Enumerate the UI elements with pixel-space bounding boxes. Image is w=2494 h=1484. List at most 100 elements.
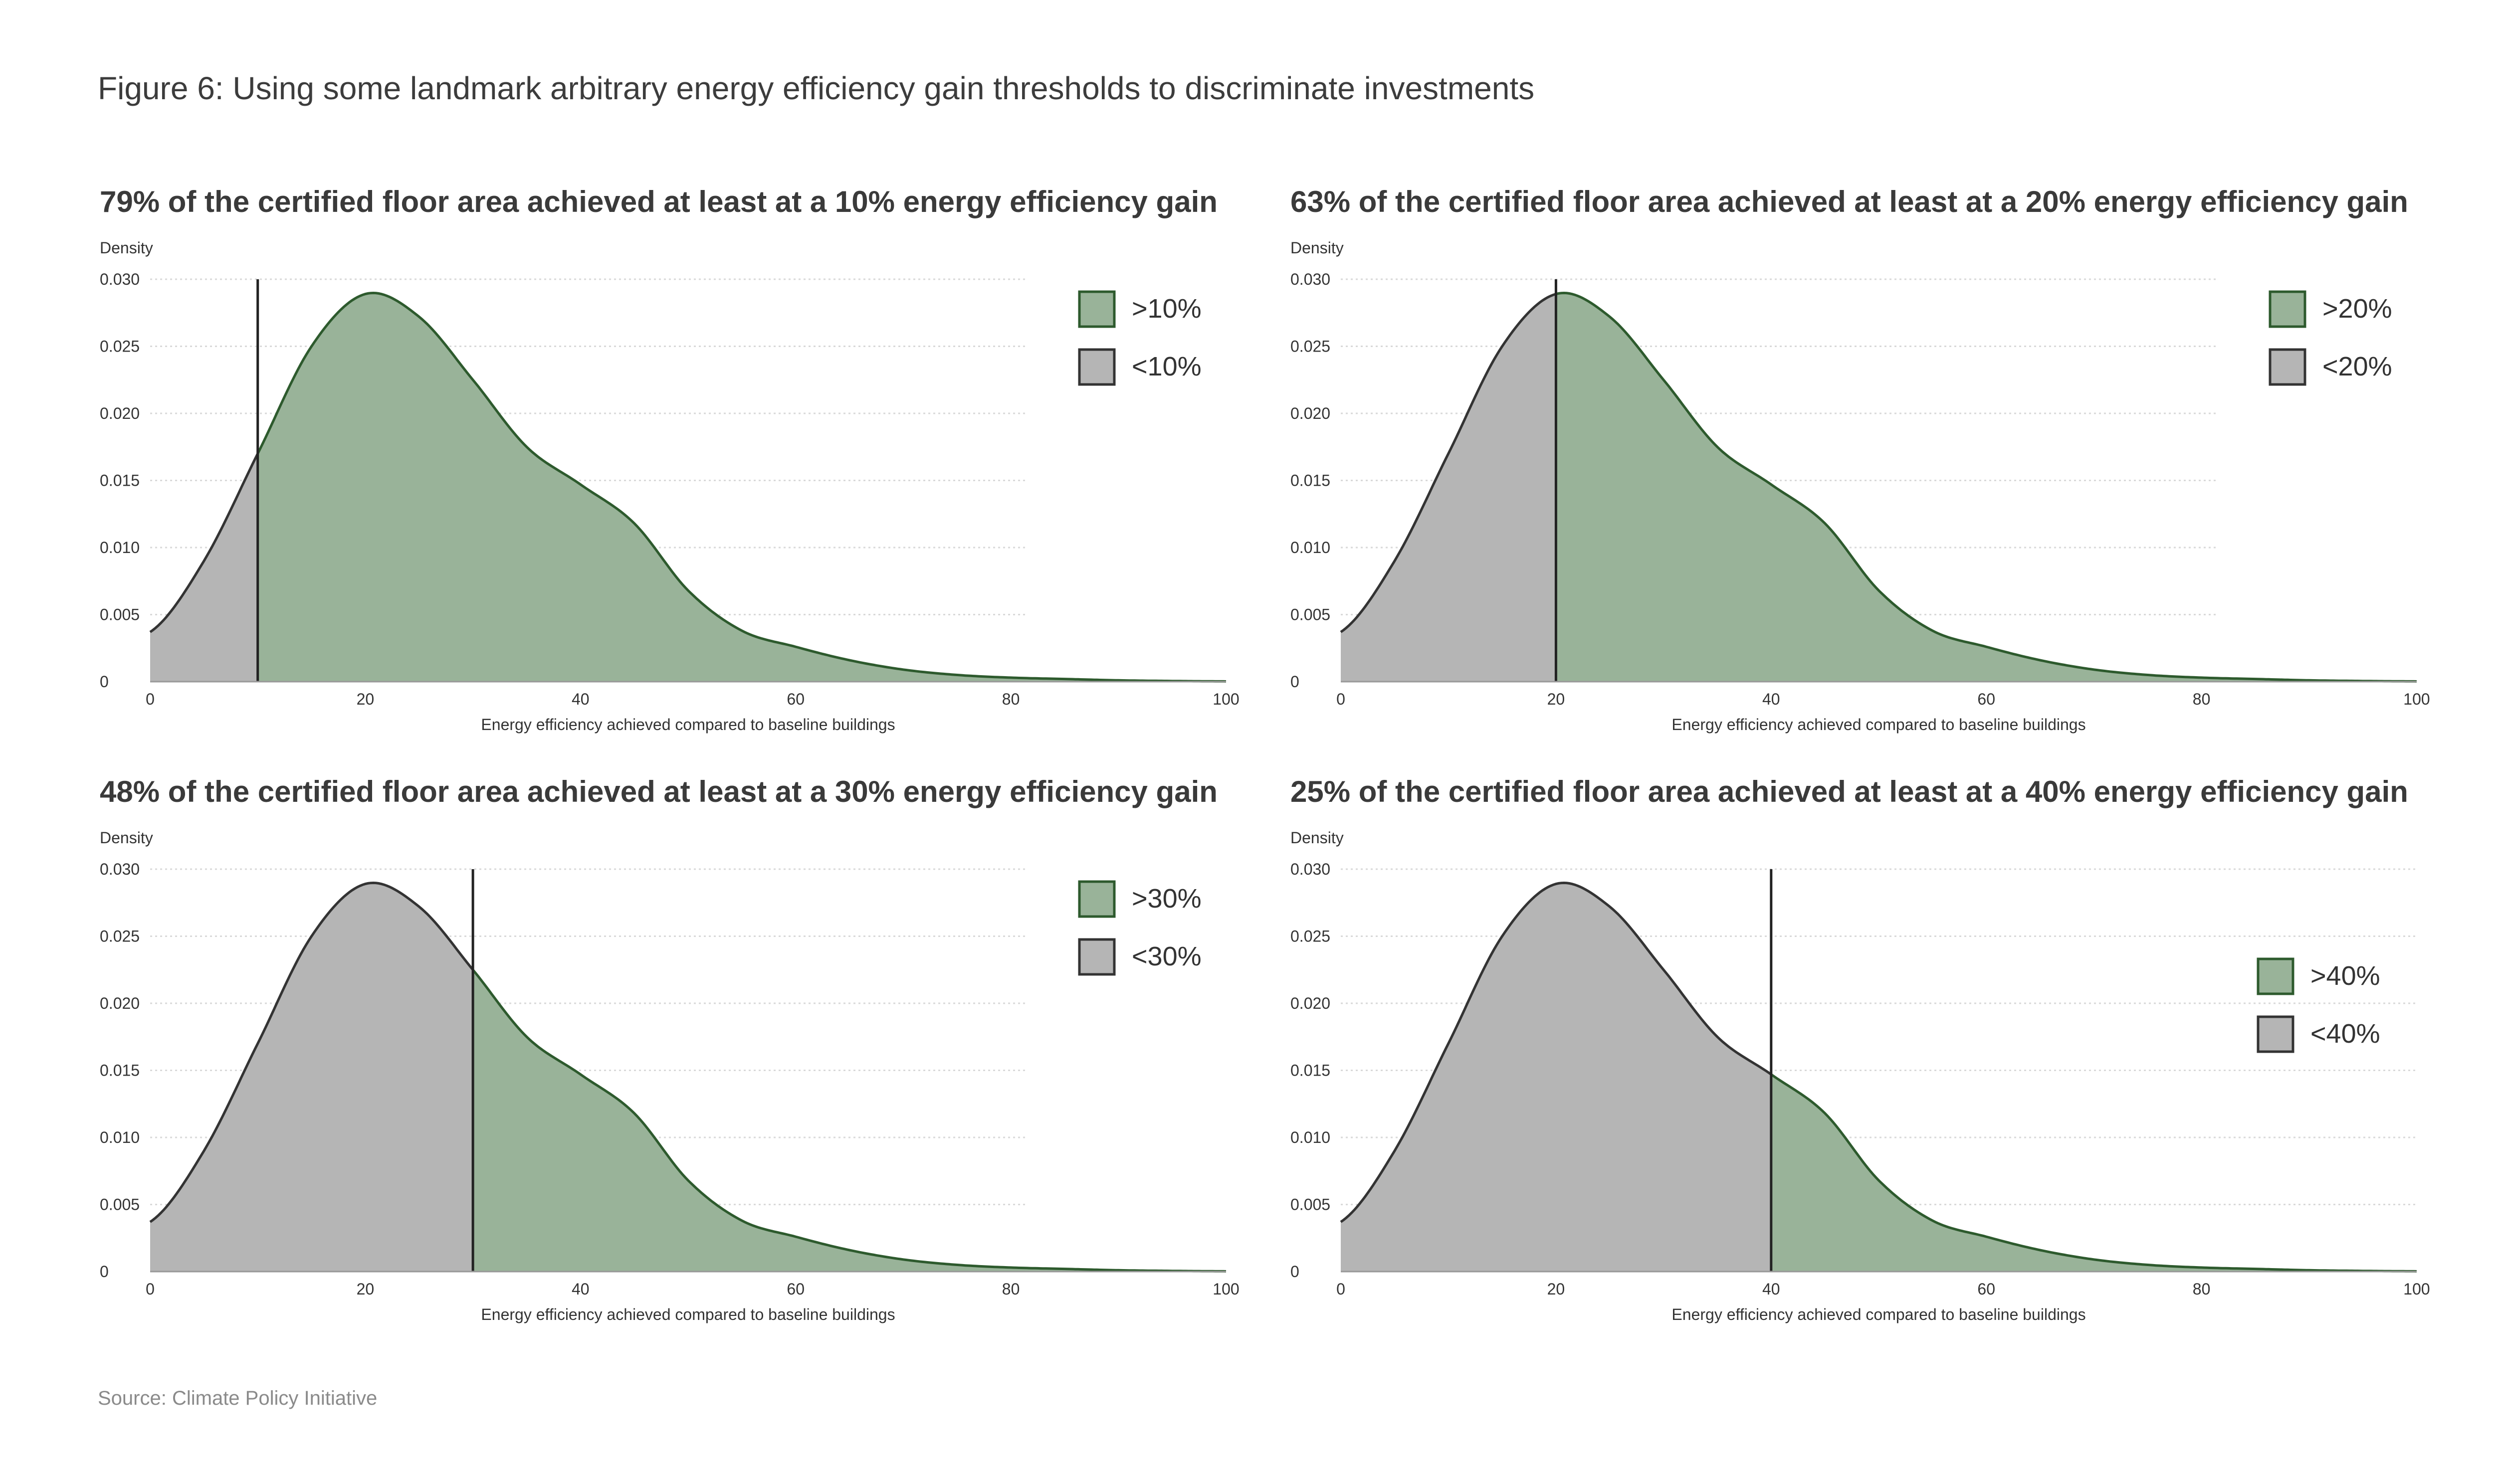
curve-above-threshold xyxy=(256,291,1227,683)
legend-label: >10% xyxy=(1132,294,1202,324)
area-above-threshold xyxy=(473,969,1226,1272)
x-tick-label: 40 xyxy=(572,1280,590,1298)
x-tick-label: 0 xyxy=(146,1280,155,1298)
x-tick-label: 100 xyxy=(2403,1280,2430,1298)
y-tick-label: 0 xyxy=(100,1263,109,1281)
area-below-threshold xyxy=(1341,883,1771,1272)
y-tick-label: 0.005 xyxy=(100,1196,140,1214)
x-tick-label: 100 xyxy=(1213,1280,1239,1298)
x-axis-label: Energy efficiency achieved compared to b… xyxy=(481,716,895,734)
area-above-threshold xyxy=(1556,293,2417,682)
x-tick-label: 100 xyxy=(1213,690,1239,708)
y-tick-label: 0.010 xyxy=(1290,1128,1330,1146)
legend-swatch xyxy=(2257,957,2294,995)
source-note: Source: Climate Policy Initiative xyxy=(98,1387,378,1409)
chart-panel-4: 25% of the certified floor area achieved… xyxy=(1288,774,2494,1348)
x-tick-label: 80 xyxy=(2193,690,2211,708)
curve-above-threshold xyxy=(472,969,1227,1273)
y-tick-label: 0.025 xyxy=(1290,928,1330,945)
y-tick-label: 0.030 xyxy=(1290,860,1330,878)
legend-label: >30% xyxy=(1132,884,1202,914)
x-axis-label: Energy efficiency achieved compared to b… xyxy=(1671,716,2085,734)
x-tick-label: 0 xyxy=(1336,1280,1345,1298)
y-tick-label: 0.010 xyxy=(1290,539,1330,556)
y-tick-label: 0.005 xyxy=(100,606,140,624)
x-tick-label: 60 xyxy=(1977,1280,1995,1298)
y-tick-label: 0.030 xyxy=(100,860,140,878)
y-tick-label: 0.025 xyxy=(1290,338,1330,356)
x-tick-label: 20 xyxy=(357,690,375,708)
legend-label: <20% xyxy=(2322,352,2392,381)
x-tick-label: 80 xyxy=(1002,1280,1020,1298)
x-axis-label: Energy efficiency achieved compared to b… xyxy=(1671,1305,2085,1323)
y-tick-label: 0.020 xyxy=(100,404,140,422)
y-tick-label: 0 xyxy=(1290,1263,1299,1281)
curve-below-threshold xyxy=(149,881,474,1223)
y-axis-label: Density xyxy=(100,829,153,847)
y-tick-label: 0.025 xyxy=(100,338,140,356)
x-tick-label: 40 xyxy=(572,690,590,708)
y-tick-label: 0.010 xyxy=(100,539,140,556)
y-tick-label: 0.030 xyxy=(100,270,140,288)
legend-label: >40% xyxy=(2310,961,2380,991)
x-tick-label: 60 xyxy=(787,1280,805,1298)
y-tick-label: 0.020 xyxy=(1290,404,1330,422)
curve-above-threshold xyxy=(1770,1073,2417,1273)
density-chart-2: Density 0 0.005 0.010 0.015 0.020 0.025 0.030 0 2… xyxy=(1290,239,2430,734)
chart-panel-2: 63% of the certified floor area achieved… xyxy=(1288,185,2494,758)
legend-swatch xyxy=(2269,290,2306,328)
y-tick-label: 0.010 xyxy=(100,1128,140,1146)
density-chart-1: Density 0 0.005 0.010 0.015 0.020 0.025 0.030 0 2… xyxy=(100,239,1240,734)
x-tick-label: 40 xyxy=(1762,1280,1780,1298)
x-tick-label: 80 xyxy=(2193,1280,2211,1298)
chart-title: 25% of the certified floor area achieved… xyxy=(1290,775,2408,808)
curve-below-threshold xyxy=(149,453,259,633)
x-axis-label: Energy efficiency achieved compared to b… xyxy=(481,1305,895,1323)
legend-swatch xyxy=(1078,348,1116,386)
area-below-threshold xyxy=(1341,294,1556,682)
curve-below-threshold xyxy=(1340,293,1557,633)
y-tick-label: 0.020 xyxy=(1290,994,1330,1012)
legend-swatch xyxy=(1078,938,1116,976)
y-tick-label: 0.030 xyxy=(1290,270,1330,288)
x-tick-label: 20 xyxy=(1547,690,1565,708)
curve-below-threshold xyxy=(1340,881,1772,1223)
x-tick-label: 20 xyxy=(1547,1280,1565,1298)
y-tick-label: 0 xyxy=(1290,673,1299,691)
x-tick-label: 60 xyxy=(787,690,805,708)
x-tick-label: 100 xyxy=(2403,690,2430,708)
y-axis-label: Density xyxy=(1290,829,1344,847)
legend-swatch xyxy=(2257,1015,2294,1053)
density-chart-3: Density 0 0.005 0.010 0.015 0.020 0.025 0.030 0 2… xyxy=(100,829,1240,1323)
legend-label: <30% xyxy=(1132,941,1202,971)
y-tick-label: 0 xyxy=(100,673,109,691)
area-above-threshold xyxy=(257,293,1227,682)
chart-title: 79% of the certified floor area achieved… xyxy=(100,185,1218,218)
x-tick-label: 20 xyxy=(357,1280,375,1298)
y-tick-label: 0.015 xyxy=(100,1062,140,1080)
chart-title: 63% of the certified floor area achieved… xyxy=(1290,185,2408,218)
legend-swatch xyxy=(1078,290,1116,328)
density-chart-4: Density 0 0.005 0.010 0.015 0.020 0.025 0.030 0 2… xyxy=(1290,829,2430,1323)
y-tick-label: 0.025 xyxy=(100,928,140,945)
chart-panel-3: 48% of the certified floor area achieved… xyxy=(98,774,1305,1348)
x-tick-label: 60 xyxy=(1977,690,1995,708)
y-axis-label: Density xyxy=(100,239,153,257)
legend-swatch xyxy=(1078,880,1116,918)
x-tick-label: 40 xyxy=(1762,690,1780,708)
chart-panel-1: 79% of the certified floor area achieved… xyxy=(98,185,1305,758)
y-axis-label: Density xyxy=(1290,239,1344,257)
legend-label: <10% xyxy=(1132,352,1202,381)
legend-label: >20% xyxy=(2322,294,2392,324)
y-tick-label: 0.015 xyxy=(1290,1062,1330,1080)
area-below-threshold xyxy=(150,883,473,1272)
y-tick-label: 0.015 xyxy=(100,472,140,490)
x-tick-label: 0 xyxy=(146,690,155,708)
curve-above-threshold xyxy=(1555,291,2417,683)
legend-swatch xyxy=(2269,348,2306,386)
legend-label: <40% xyxy=(2310,1019,2380,1049)
figure-title: Figure 6: Using some landmark arbitrary … xyxy=(98,70,1535,106)
y-tick-label: 0.015 xyxy=(1290,472,1330,490)
y-tick-label: 0.005 xyxy=(1290,1196,1330,1214)
x-tick-label: 0 xyxy=(1336,690,1345,708)
